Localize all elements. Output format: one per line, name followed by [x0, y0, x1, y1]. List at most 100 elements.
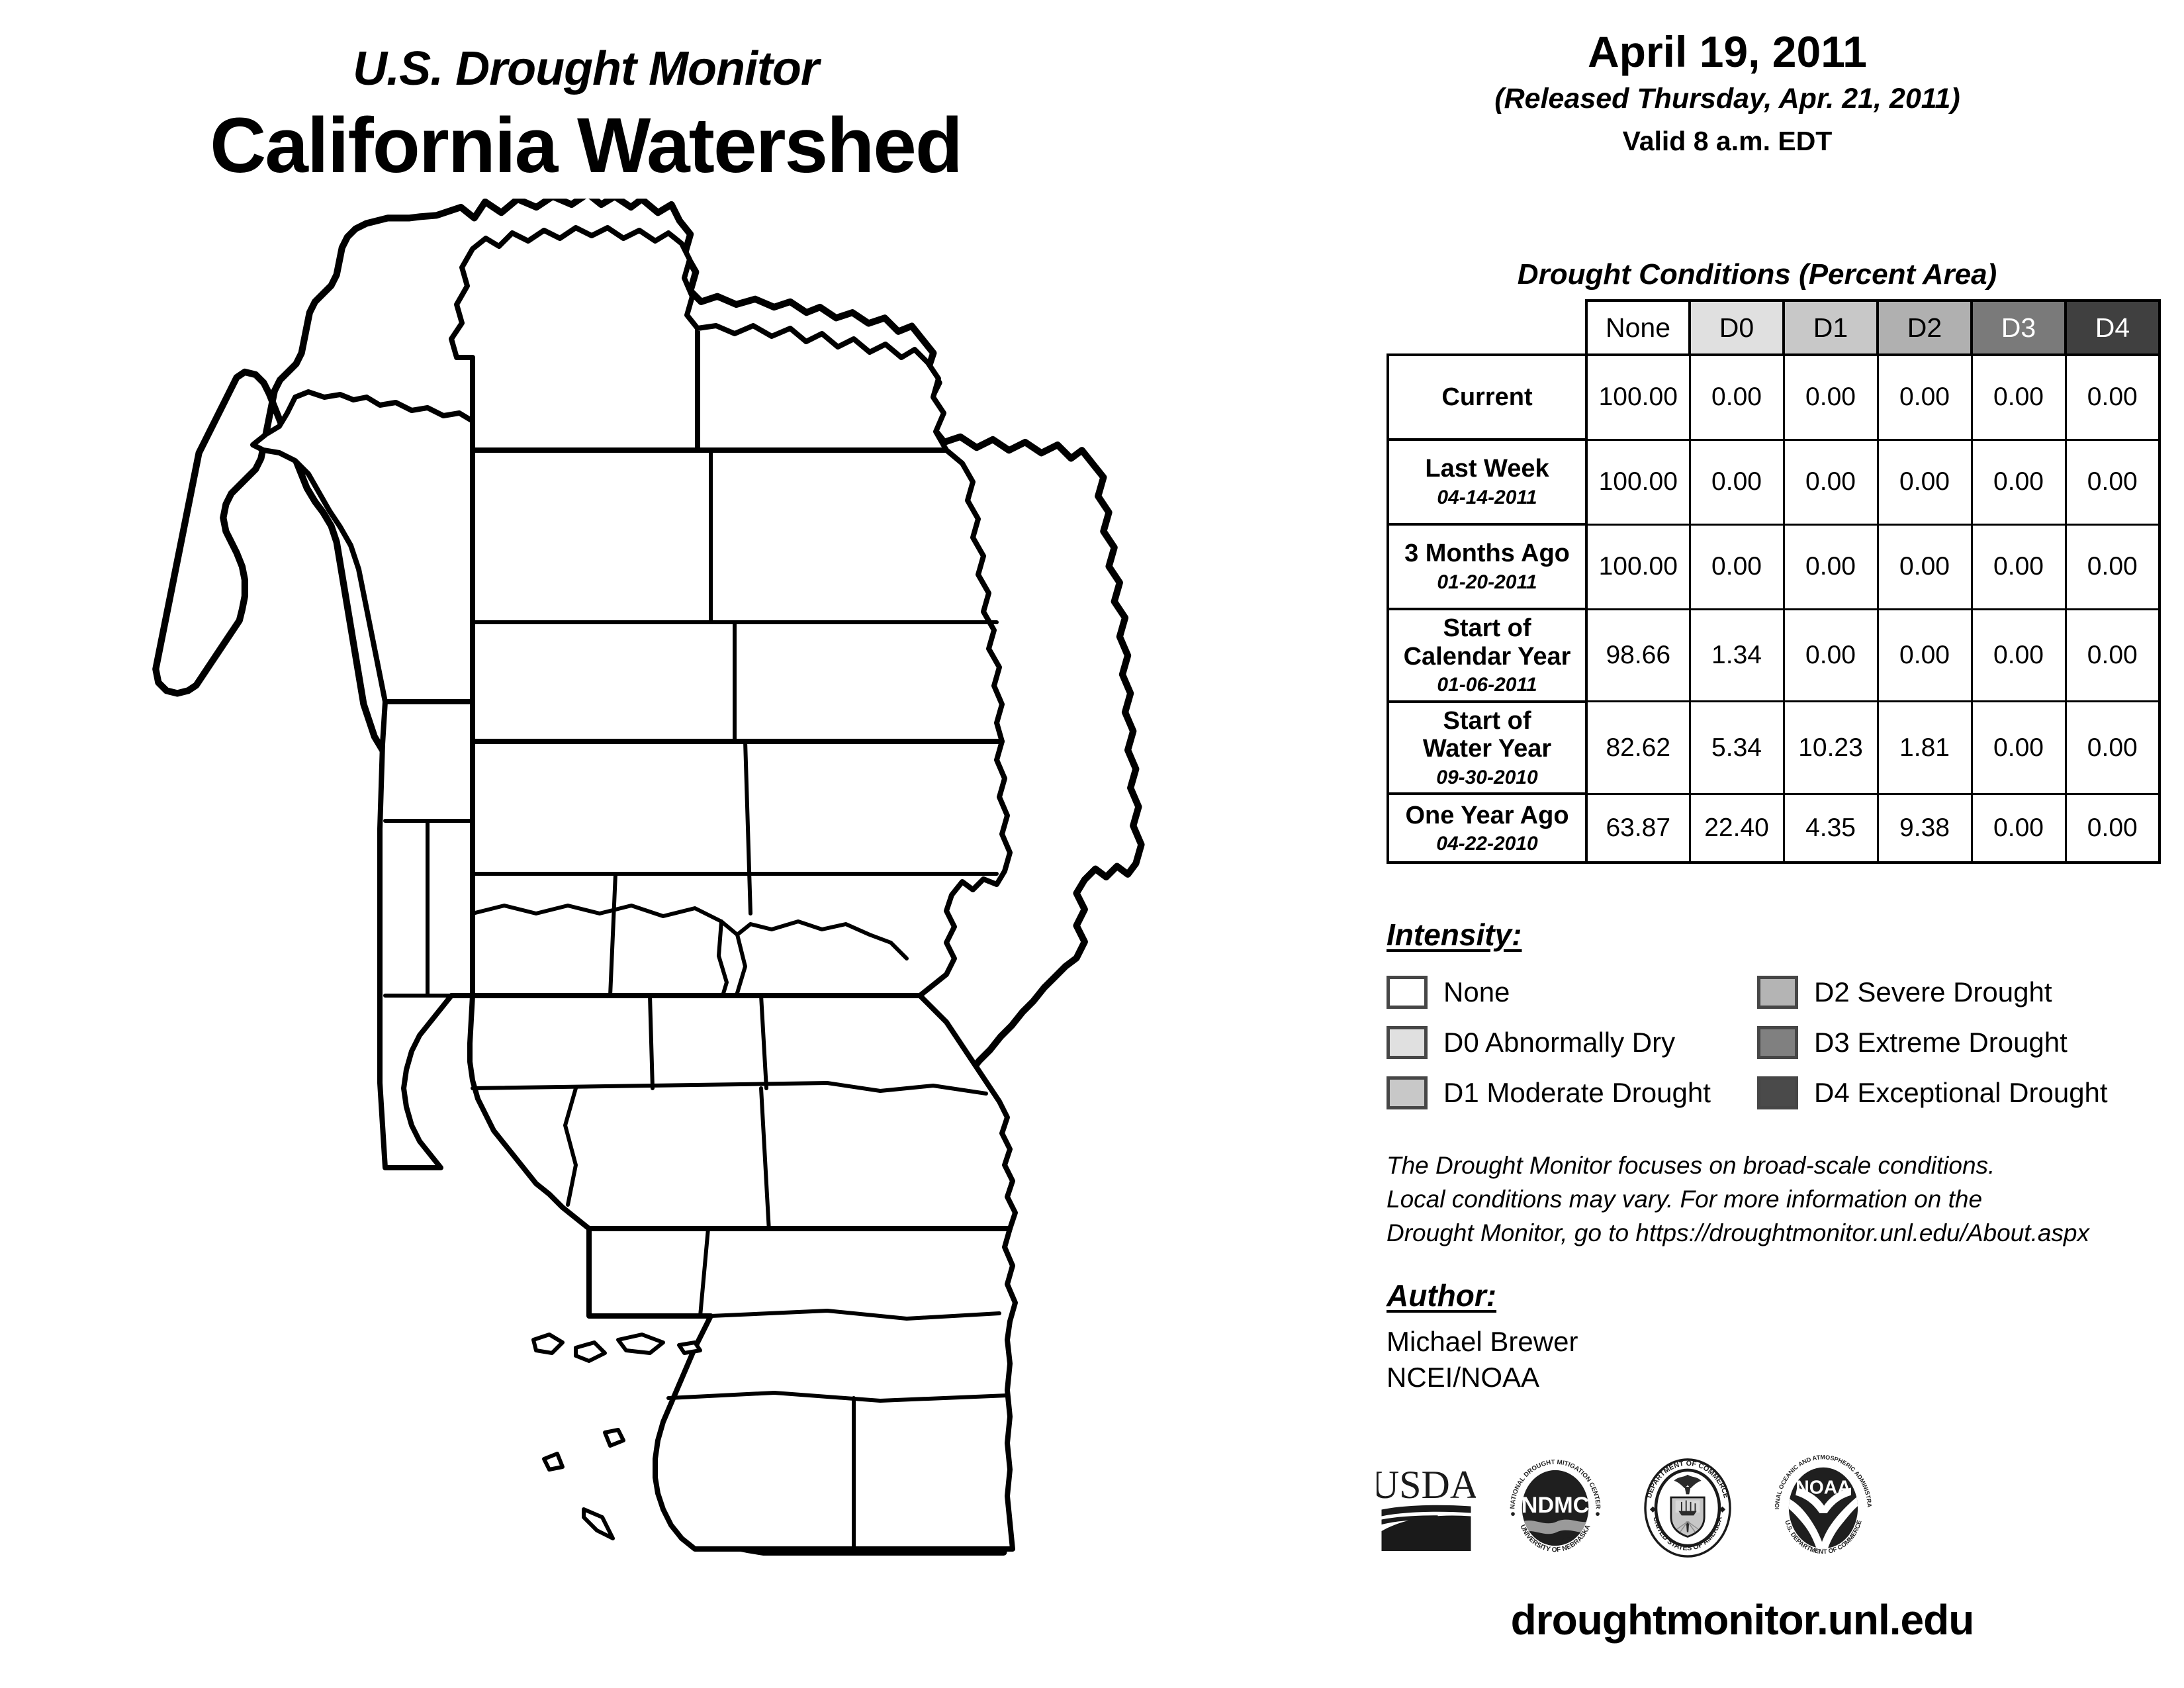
- legend-label: D0 Abnormally Dry: [1443, 1027, 1676, 1058]
- cell-d4: 0.00: [2064, 353, 2161, 441]
- cell-d1: 0.00: [1782, 608, 1879, 703]
- ndmc-logo: NDMC NATIONAL DROUGHT MITIGATION CENTER …: [1502, 1455, 1608, 1564]
- cell-d1: 10.23: [1782, 700, 1879, 795]
- cell-d0: 5.34: [1688, 700, 1785, 795]
- cell-d2: 1.81: [1876, 700, 1973, 795]
- table-row: One Year Ago 04-22-2010 63.87 22.40 4.35 9.38…: [1387, 792, 2161, 865]
- row-label-date: 01-20-2011: [1437, 571, 1537, 593]
- footer-url[interactable]: droughtmonitor.unl.edu: [1510, 1596, 1975, 1644]
- cell-none: 100.00: [1585, 438, 1691, 526]
- cell-d1: 0.00: [1782, 523, 1879, 610]
- cell-d3: 0.00: [1970, 353, 2067, 441]
- date-block: April 19, 2011 (Released Thursday, Apr. …: [1317, 28, 2138, 157]
- map-panel: U.S. Drought Monitor California Watershe…: [139, 42, 1224, 1589]
- legend-grid: None D2 Severe Drought D0 Abnormally Dry D3…: [1387, 967, 2181, 1118]
- legend-item: D4 Exceptional Drought: [1757, 1068, 2154, 1118]
- boundary-cv-irregular-1: [471, 904, 909, 961]
- column-header-d3: D3: [1970, 299, 2067, 356]
- legend-swatch: [1757, 1076, 1798, 1109]
- cell-none: 82.62: [1585, 700, 1691, 795]
- column-header-d2: D2: [1876, 299, 1973, 356]
- svg-text:NOAA: NOAA: [1796, 1477, 1850, 1498]
- table-row: Last Week 04-14-2011 100.00 0.00 0.00 0.00 0.0…: [1387, 438, 2161, 526]
- column-header-d4: D4: [2064, 299, 2161, 356]
- legend-swatch: [1757, 976, 1798, 1009]
- cell-d3: 0.00: [1970, 438, 2067, 526]
- cell-d2: 0.00: [1876, 523, 1973, 610]
- legend-label: D4 Exceptional Drought: [1814, 1077, 2108, 1108]
- noaa-logo: NOAA NATIONAL OCEANIC AND ATMOSPHERIC AD…: [1764, 1446, 1880, 1568]
- map-svg[interactable]: [139, 199, 1224, 1589]
- cell-d4: 0.00: [2064, 438, 2161, 526]
- legend-label: D2 Severe Drought: [1814, 976, 2052, 1008]
- legend-item: D1 Moderate Drought: [1387, 1068, 1757, 1118]
- legend-swatch: [1757, 1026, 1798, 1059]
- row-label-date: 04-14-2011: [1437, 486, 1537, 508]
- region-far-south: [586, 1226, 1018, 1552]
- boundary-south-v3: [759, 1086, 771, 1233]
- author-name: Michael Brewer: [1387, 1326, 1578, 1357]
- cell-d1: 4.35: [1782, 792, 1879, 865]
- program-title: U.S. Drought Monitor: [353, 42, 819, 95]
- cell-d4: 0.00: [2064, 700, 2161, 795]
- table-corner-cell: [1388, 301, 1586, 355]
- cell-d1: 0.00: [1782, 353, 1879, 441]
- cell-d2: 9.38: [1876, 792, 1973, 865]
- california-watershed-map[interactable]: [139, 199, 1224, 1589]
- department-of-commerce-seal: DEPARTMENT OF COMMERCE UNITED STATES OF …: [1635, 1455, 1741, 1564]
- boundary-cv-v1: [743, 739, 752, 915]
- logo-row: USDA NDMC: [1371, 1440, 2171, 1579]
- cell-d3: 0.00: [1970, 700, 2067, 795]
- legend-label: None: [1443, 976, 1510, 1008]
- cell-d0: 1.34: [1688, 608, 1785, 703]
- page-title: California Watershed: [210, 102, 963, 189]
- legend-label: D1 Moderate Drought: [1443, 1077, 1711, 1108]
- author-block: Author: Michael Brewer NCEI/NOAA: [1387, 1278, 1578, 1395]
- drought-conditions-table: None D0 D1 D2 D3 D4 Current 100.00 0.00 0.00 0.00…: [1387, 299, 2161, 865]
- disclaimer-line-2: Local conditions may vary. For more info…: [1387, 1186, 1983, 1213]
- boundary-south-v1: [648, 994, 655, 1090]
- boundary-cv-v2: [608, 872, 617, 998]
- boundary-farsouth-h2: [666, 1391, 1009, 1403]
- disclaimer-line-3: Drought Monitor, go to https://droughtmo…: [1387, 1219, 2089, 1247]
- cell-d4: 0.00: [2064, 608, 2161, 703]
- info-panel: April 19, 2011 (Released Thursday, Apr. …: [1317, 0, 2184, 1688]
- region-central-band: [470, 739, 1013, 998]
- legend-label: D3 Extreme Drought: [1814, 1027, 2068, 1058]
- intensity-heading: Intensity:: [1387, 917, 1522, 952]
- cell-d2: 0.00: [1876, 608, 1973, 703]
- author-affiliation: NCEI/NOAA: [1387, 1361, 1540, 1393]
- boundary-south-v2: [759, 994, 768, 1090]
- row-label: Current: [1387, 353, 1588, 441]
- cell-d0: 0.00: [1688, 438, 1785, 526]
- legend-swatch: [1387, 1026, 1428, 1059]
- boundary-farsouth-h1: [709, 1309, 1001, 1321]
- watershed-regions: [250, 225, 1018, 1552]
- column-header-d0: D0: [1688, 299, 1785, 356]
- cell-d3: 0.00: [1970, 608, 2067, 703]
- cell-d0: 22.40: [1688, 792, 1785, 865]
- cell-d3: 0.00: [1970, 792, 2067, 865]
- cell-d2: 0.00: [1876, 438, 1973, 526]
- column-header-d1: D1: [1782, 299, 1879, 356]
- cell-d0: 0.00: [1688, 353, 1785, 441]
- cell-none: 100.00: [1585, 523, 1691, 610]
- table-body: Current 100.00 0.00 0.00 0.00 0.00 0.00 Last We…: [1387, 353, 2161, 865]
- legend-swatch: [1387, 976, 1428, 1009]
- usda-logo: USDA: [1371, 1458, 1479, 1561]
- disclaimer-text: The Drought Monitor focuses on broad-sca…: [1387, 1149, 2167, 1250]
- legend-item: None: [1387, 967, 1757, 1017]
- table-caption: Drought Conditions (Percent Area): [1517, 258, 1997, 291]
- legend-item: D0 Abnormally Dry: [1387, 1017, 1757, 1068]
- row-label-date: 09-30-2010: [1436, 766, 1538, 788]
- release-date: (Released Thursday, Apr. 21, 2011): [1494, 83, 1960, 115]
- svg-text:USDA: USDA: [1377, 1463, 1476, 1507]
- cell-d1: 0.00: [1782, 438, 1879, 526]
- row-label: 3 Months Ago 01-20-2011: [1387, 523, 1588, 610]
- cell-d4: 0.00: [2064, 523, 2161, 610]
- intensity-legend: Intensity: None D2 Severe Drought D0 Abnor…: [1387, 917, 2181, 1118]
- boundary-south-h1: [471, 1081, 988, 1096]
- table-header: None D0 D1 D2 D3 D4: [1388, 299, 2161, 356]
- boundary-farsouth-v2: [698, 1227, 710, 1318]
- region-north-coast: [250, 389, 475, 704]
